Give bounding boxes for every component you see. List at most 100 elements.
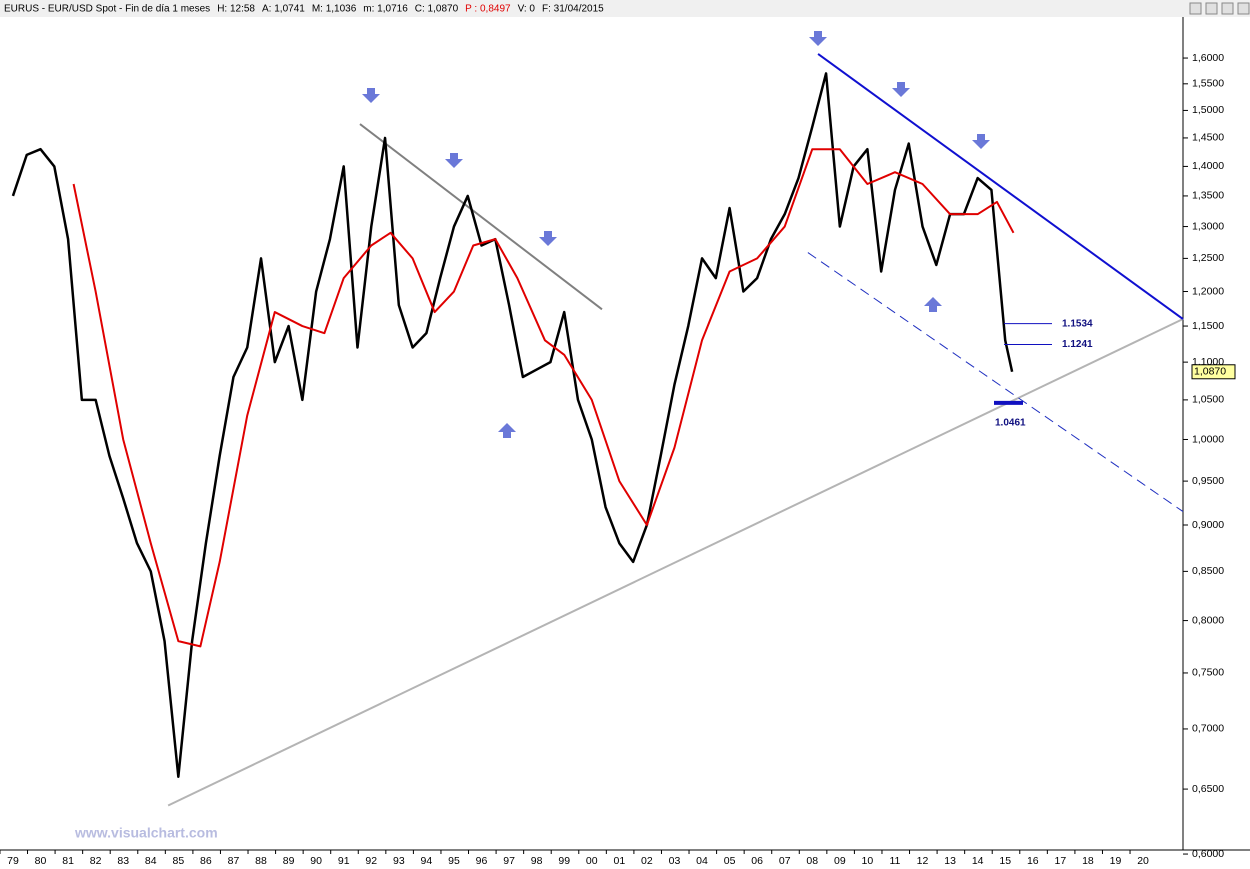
x-tick-label: 92 — [365, 855, 377, 867]
x-tick-label: 88 — [255, 855, 267, 867]
x-tick-label: 19 — [1110, 855, 1122, 867]
window-buttons[interactable] — [1189, 2, 1250, 15]
x-tick-label: 84 — [145, 855, 157, 867]
y-tick-label: 0,8000 — [1192, 614, 1224, 626]
last-price-label: 1,0870 — [1194, 366, 1226, 378]
down-arrow — [892, 82, 910, 97]
y-tick-label: 1,2000 — [1192, 285, 1224, 297]
header-item: P : 0,8497 — [465, 4, 511, 15]
header-item: C: 1,0870 — [415, 4, 459, 15]
y-tick-label: 1,4000 — [1192, 160, 1224, 172]
button[interactable] — [1237, 2, 1250, 15]
y-tick-label: 0,6500 — [1192, 783, 1224, 795]
x-tick-label: 80 — [35, 855, 47, 867]
x-tick-label: 81 — [62, 855, 74, 867]
trendline — [167, 318, 1184, 807]
y-tick-label: 0,9000 — [1192, 519, 1224, 531]
y-tick-label: 1,6000 — [1192, 52, 1224, 64]
button[interactable] — [1205, 2, 1218, 15]
x-tick-label: 18 — [1082, 855, 1094, 867]
trendline — [359, 123, 603, 311]
last-price-box — [1191, 364, 1236, 380]
x-tick-label: 15 — [999, 855, 1011, 867]
header-bar — [0, 0, 1250, 17]
x-tick-label: 02 — [641, 855, 653, 867]
down-arrow — [445, 153, 463, 168]
x-tick-label: 00 — [586, 855, 598, 867]
x-tick-label: 99 — [558, 855, 570, 867]
x-tick-label: 03 — [669, 855, 681, 867]
y-tick-label: 1,5500 — [1192, 78, 1224, 90]
x-tick-label: 93 — [393, 855, 405, 867]
down-arrow — [539, 231, 557, 246]
down-arrow — [809, 31, 827, 46]
y-tick-label: 1,3500 — [1192, 190, 1224, 202]
y-tick-label: 0,6000 — [1192, 848, 1224, 860]
header-item: V: 0 — [518, 4, 536, 15]
x-tick-label: 05 — [724, 855, 736, 867]
header-item: m: 1,0716 — [363, 4, 408, 15]
y-tick-label: 1,0000 — [1192, 433, 1224, 445]
x-tick-label: 85 — [172, 855, 184, 867]
arrows — [362, 31, 990, 438]
header-item: A: 1,0741 — [262, 4, 305, 15]
y-tick-label: 0,7000 — [1192, 723, 1224, 735]
y-tick-label: 1,2500 — [1192, 252, 1224, 264]
header-item: F: 31/04/2015 — [542, 4, 604, 15]
y-tick-label: 1,4500 — [1192, 132, 1224, 144]
trendline — [807, 252, 1184, 512]
x-tick-label: 16 — [1027, 855, 1039, 867]
x-tick-label: 89 — [283, 855, 295, 867]
y-tick-label: 1,3000 — [1192, 220, 1224, 232]
up-arrow — [498, 423, 516, 438]
down-arrow — [362, 88, 380, 103]
x-tick-label: 94 — [421, 855, 433, 867]
y-tick-label: 0,7500 — [1192, 667, 1224, 679]
header-item: M: 1,1036 — [312, 4, 357, 15]
x-tick-label: 82 — [90, 855, 102, 867]
x-tick-label: 06 — [751, 855, 763, 867]
level-label: 1.0461 — [995, 418, 1026, 429]
header-item: EURUS - EUR/USD Spot - Fin de día 1 mese… — [4, 4, 210, 15]
x-tick-label: 96 — [476, 855, 488, 867]
x-tick-label: 13 — [944, 855, 956, 867]
y-tick-label: 0,8500 — [1192, 565, 1224, 577]
x-tick-label: 87 — [228, 855, 240, 867]
x-tick-label: 95 — [448, 855, 460, 867]
x-tick-label: 90 — [310, 855, 322, 867]
up-arrow — [924, 297, 942, 312]
x-tick-label: 91 — [338, 855, 350, 867]
y-tick-label: 1,0500 — [1192, 394, 1224, 406]
moving-average — [72, 148, 1015, 648]
level-label: 1.1534 — [1062, 318, 1093, 329]
x-tick-label: 20 — [1137, 855, 1149, 867]
header-item: H: 12:58 — [217, 4, 255, 15]
x-tick-label: 11 — [890, 855, 901, 867]
x-tick-label: 08 — [806, 855, 818, 867]
x-tick-label: 09 — [834, 855, 846, 867]
x-tick-label: 14 — [972, 855, 984, 867]
watermark: www.visualchart.com — [74, 825, 218, 841]
level-label: 1.1241 — [1062, 339, 1093, 350]
x-tick-label: 86 — [200, 855, 212, 867]
header: EURUS - EUR/USD Spot - Fin de día 1 mese… — [4, 4, 604, 15]
x-tick-label: 12 — [917, 855, 929, 867]
trendline — [817, 53, 1184, 320]
x-tick-label: 10 — [862, 855, 874, 867]
x-tick-label: 04 — [696, 855, 708, 867]
x-tick-label: 01 — [613, 855, 625, 867]
x-tick-label: 97 — [503, 855, 515, 867]
down-arrow — [972, 134, 990, 149]
x-tick-label: 79 — [7, 855, 19, 867]
x-tick-label: 83 — [117, 855, 129, 867]
y-tick-label: 1,5000 — [1192, 104, 1224, 116]
y-tick-label: 1,1500 — [1192, 320, 1224, 332]
button[interactable] — [1221, 2, 1234, 15]
y-tick-label: 0,9500 — [1192, 475, 1224, 487]
button[interactable] — [1189, 2, 1202, 15]
price-line — [11, 72, 1014, 778]
x-tick-label: 98 — [531, 855, 543, 867]
